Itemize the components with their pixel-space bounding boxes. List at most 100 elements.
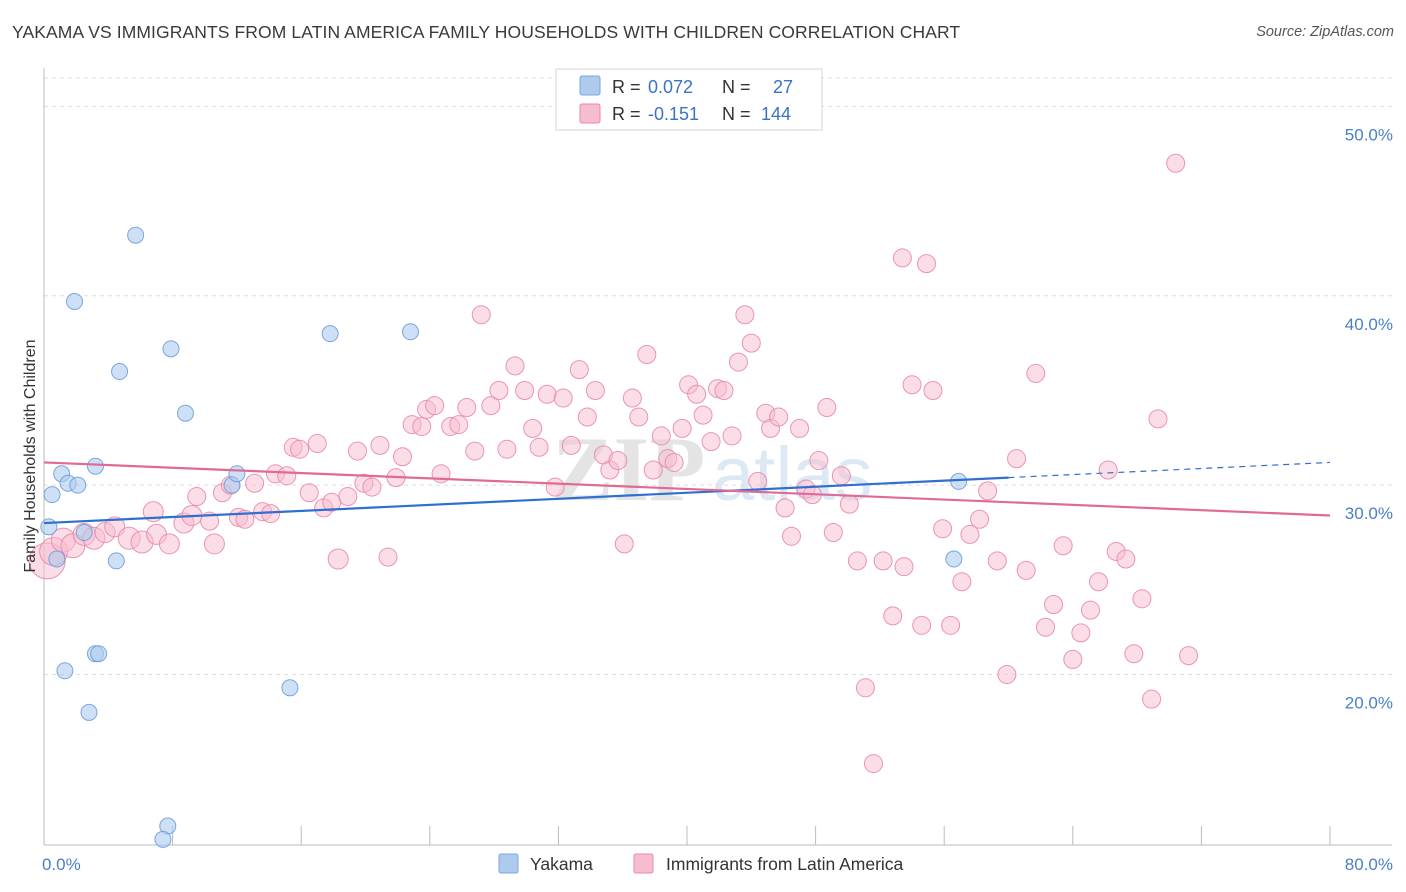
point-latin-america [892, 248, 912, 268]
legend-r-label-1: R = [612, 77, 641, 97]
point-latin-america [245, 473, 265, 493]
point-latin-america [693, 405, 713, 425]
point-latin-america [1179, 646, 1199, 666]
point-latin-america [817, 398, 837, 418]
legend-n-value-2: 144 [761, 104, 791, 124]
point-yakama [107, 552, 125, 570]
point-latin-america [1053, 536, 1073, 556]
point-yakama [43, 486, 61, 504]
point-yakama [162, 340, 180, 358]
point-latin-america [537, 384, 557, 404]
point-latin-america [651, 426, 671, 446]
point-yakama [127, 226, 145, 244]
bottom-legend-swatch-latin-america [633, 853, 654, 874]
point-latin-america [187, 487, 207, 507]
point-latin-america [970, 509, 990, 529]
point-latin-america [290, 439, 310, 459]
point-latin-america [672, 418, 692, 438]
source-label: Source: ZipAtlas.com [1256, 24, 1394, 40]
point-latin-america [809, 451, 829, 471]
point-latin-america [523, 418, 543, 438]
point-latin-america [577, 407, 597, 427]
axes: 20.0% 30.0% 40.0% 50.0% 0.0% 80.0% [42, 68, 1393, 874]
grid [44, 77, 1392, 676]
legend-swatch-yakama [579, 75, 601, 96]
bottom-legend-latin-america: Immigrants from Latin America [666, 854, 904, 874]
y-tick-label: 30.0% [1345, 504, 1393, 523]
point-latin-america [515, 380, 535, 400]
point-latin-america [203, 533, 225, 555]
point-latin-america [823, 523, 843, 543]
point-latin-america [1166, 153, 1186, 173]
point-latin-america [933, 519, 953, 539]
point-latin-america [1035, 617, 1055, 637]
point-latin-america [158, 533, 180, 555]
point-latin-america [978, 481, 998, 501]
trend-line-yakama [43, 476, 1009, 525]
point-latin-america [894, 557, 914, 577]
legend-r-label-2: R = [612, 104, 641, 124]
point-latin-america [561, 435, 581, 455]
point-latin-america [1148, 409, 1168, 429]
point-latin-america [277, 466, 297, 486]
point-yakama [228, 465, 246, 483]
point-latin-america [1098, 460, 1118, 480]
point-latin-america [637, 344, 657, 364]
point-latin-america [912, 615, 932, 635]
legend-r-value-1: 0.072 [648, 77, 693, 97]
point-latin-america [941, 615, 961, 635]
point-latin-america [553, 388, 573, 408]
point-latin-america [1016, 560, 1036, 580]
point-latin-america [327, 548, 349, 570]
point-latin-america [987, 551, 1007, 571]
point-yakama [56, 662, 74, 680]
point-yakama [66, 292, 84, 310]
point-latin-america [425, 396, 445, 416]
point-yakama [90, 645, 108, 663]
point-latin-america [362, 477, 382, 497]
point-latin-america [790, 418, 810, 438]
point-yakama [950, 472, 968, 490]
point-latin-america [701, 432, 721, 452]
point-latin-america [1007, 449, 1027, 469]
bottom-legend: Yakama Immigrants from Latin America [498, 853, 904, 874]
point-latin-america [1142, 689, 1162, 709]
point-latin-america [735, 305, 755, 325]
point-latin-america [1080, 600, 1100, 620]
point-latin-america [847, 551, 867, 571]
point-yakama [402, 323, 420, 341]
point-latin-america [622, 388, 642, 408]
trend-lines [43, 461, 1331, 525]
point-latin-america [831, 466, 851, 486]
point-latin-america [664, 452, 684, 472]
point-latin-america [299, 483, 319, 503]
bottom-legend-swatch-yakama [498, 853, 519, 874]
y-tick-label: 50.0% [1345, 125, 1393, 144]
point-latin-america [1026, 363, 1046, 383]
point-latin-america [471, 305, 491, 325]
point-latin-america [307, 434, 327, 454]
point-latin-america [585, 380, 605, 400]
point-latin-america [465, 441, 485, 461]
point-latin-america [960, 524, 980, 544]
point-yakama [86, 457, 104, 475]
point-latin-america [863, 754, 883, 774]
bottom-legend-yakama: Yakama [530, 854, 593, 874]
point-latin-america [1124, 644, 1144, 664]
legend-n-label-1: N = [722, 77, 751, 97]
point-latin-america [370, 435, 390, 455]
point-yakama [69, 476, 87, 494]
point-latin-america [1044, 594, 1064, 614]
point-latin-america [200, 511, 220, 531]
legend-swatch-latin-america [579, 103, 601, 124]
point-latin-america [449, 415, 469, 435]
point-yakama [80, 703, 98, 721]
point-latin-america [481, 396, 501, 416]
trend-line-latin-america [43, 461, 1331, 517]
point-latin-america [489, 380, 509, 400]
point-latin-america [1089, 572, 1109, 592]
point-latin-america [839, 494, 859, 514]
point-latin-america [1116, 549, 1136, 569]
point-latin-america [997, 665, 1017, 685]
